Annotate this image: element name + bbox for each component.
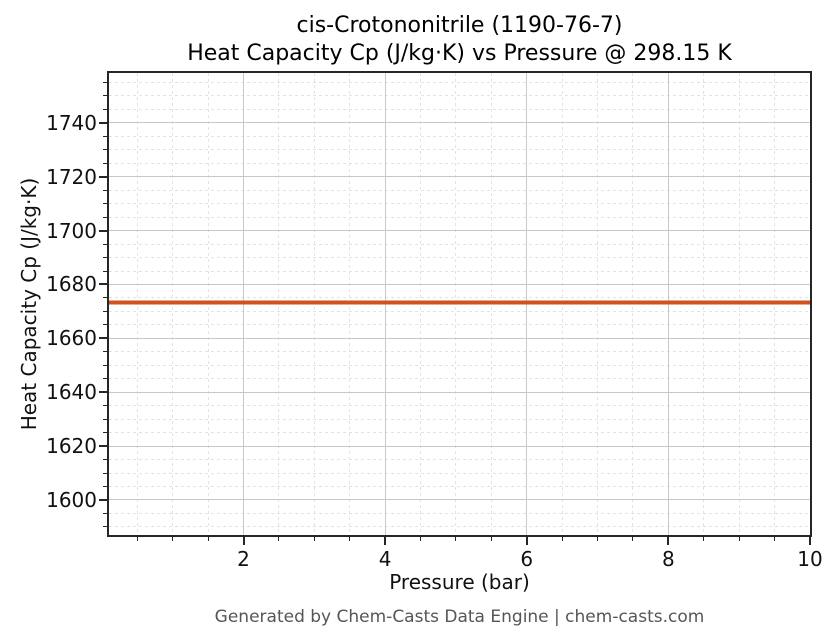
- y-minor-tick: [103, 378, 107, 380]
- y-minor-tick: [103, 310, 107, 312]
- y-major-tick: [99, 283, 107, 286]
- x-minor-tick: [738, 537, 740, 541]
- y-tick-label: 1640: [46, 380, 97, 405]
- x-minor-tick: [313, 537, 315, 541]
- y-tick-label: 1600: [46, 487, 97, 512]
- y-minor-tick: [103, 459, 107, 461]
- y-minor-tick: [103, 81, 107, 83]
- y-minor-tick: [103, 432, 107, 434]
- x-minor-tick: [207, 537, 209, 541]
- x-major-tick: [525, 537, 528, 545]
- y-tick-label: 1680: [46, 272, 97, 297]
- x-minor-tick: [490, 537, 492, 541]
- y-minor-tick: [103, 149, 107, 151]
- x-minor-tick: [632, 537, 634, 541]
- chart-title-line1: cis-Crotononitrile (1190-76-7): [296, 13, 623, 38]
- y-major-tick: [99, 121, 107, 124]
- y-minor-tick: [103, 472, 107, 474]
- y-minor-tick: [103, 512, 107, 514]
- y-minor-tick: [103, 243, 107, 245]
- x-major-tick: [809, 537, 811, 545]
- y-tick-label: 1700: [46, 218, 97, 243]
- x-minor-tick: [136, 537, 138, 541]
- x-minor-tick: [703, 537, 705, 541]
- y-major-tick: [99, 498, 107, 501]
- chart-title-line2: Heat Capacity Cp (J/kg·K) vs Pressure @ …: [187, 41, 732, 66]
- y-minor-tick: [103, 526, 107, 528]
- x-major-tick: [384, 537, 387, 545]
- y-minor-tick: [103, 189, 107, 191]
- y-minor-tick: [103, 418, 107, 420]
- y-tick-label: 1660: [46, 326, 97, 351]
- y-minor-tick: [103, 486, 107, 487]
- y-major-tick: [99, 175, 107, 178]
- x-minor-tick: [420, 537, 422, 541]
- y-minor-tick: [103, 324, 107, 326]
- x-tick-label: 2: [237, 547, 250, 571]
- chart-title: cis-Crotononitrile (1190-76-7) Heat Capa…: [109, 12, 810, 68]
- y-tick-label: 1720: [46, 164, 97, 189]
- y-tick-label: 1620: [46, 434, 97, 459]
- x-major-tick: [242, 537, 245, 545]
- x-tick-label: 6: [520, 547, 534, 571]
- data-series-layer: [109, 300, 810, 305]
- x-axis-label: Pressure (bar): [389, 570, 530, 594]
- x-minor-tick: [561, 537, 563, 541]
- x-major-tick: [667, 537, 670, 545]
- y-minor-tick: [103, 162, 107, 164]
- plot-area: 2 4 6 8 10 1600 1620 1640 1660 1680 1700 1720 1740: [46, 71, 823, 571]
- y-minor-tick: [103, 203, 107, 205]
- x-minor-tick: [349, 537, 351, 541]
- watermark-text: Generated by Chem-Casts Data Engine | ch…: [214, 607, 705, 627]
- y-minor-tick: [103, 257, 107, 259]
- y-minor-tick: [103, 297, 107, 299]
- y-minor-tick: [103, 108, 107, 110]
- y-minor-tick: [103, 216, 107, 218]
- y-minor-tick: [103, 364, 107, 366]
- y-minor-tick: [103, 405, 107, 407]
- y-major-tick: [99, 229, 107, 232]
- y-minor-tick: [103, 135, 107, 137]
- x-tick-label: 8: [662, 547, 675, 571]
- y-tick-label: 1740: [46, 110, 97, 135]
- y-major-tick: [99, 445, 107, 448]
- x-tick-label: 4: [378, 547, 392, 571]
- y-minor-tick: [103, 351, 107, 353]
- y-major-tick: [99, 337, 107, 340]
- x-minor-tick: [172, 537, 174, 541]
- x-minor-tick: [455, 537, 457, 541]
- x-tick-label: 10: [797, 547, 823, 571]
- y-minor-tick: [103, 270, 107, 272]
- x-minor-tick: [278, 537, 280, 541]
- x-minor-tick: [774, 537, 776, 541]
- y-minor-tick: [103, 95, 107, 97]
- x-minor-tick: [597, 537, 599, 541]
- y-major-tick: [99, 391, 107, 394]
